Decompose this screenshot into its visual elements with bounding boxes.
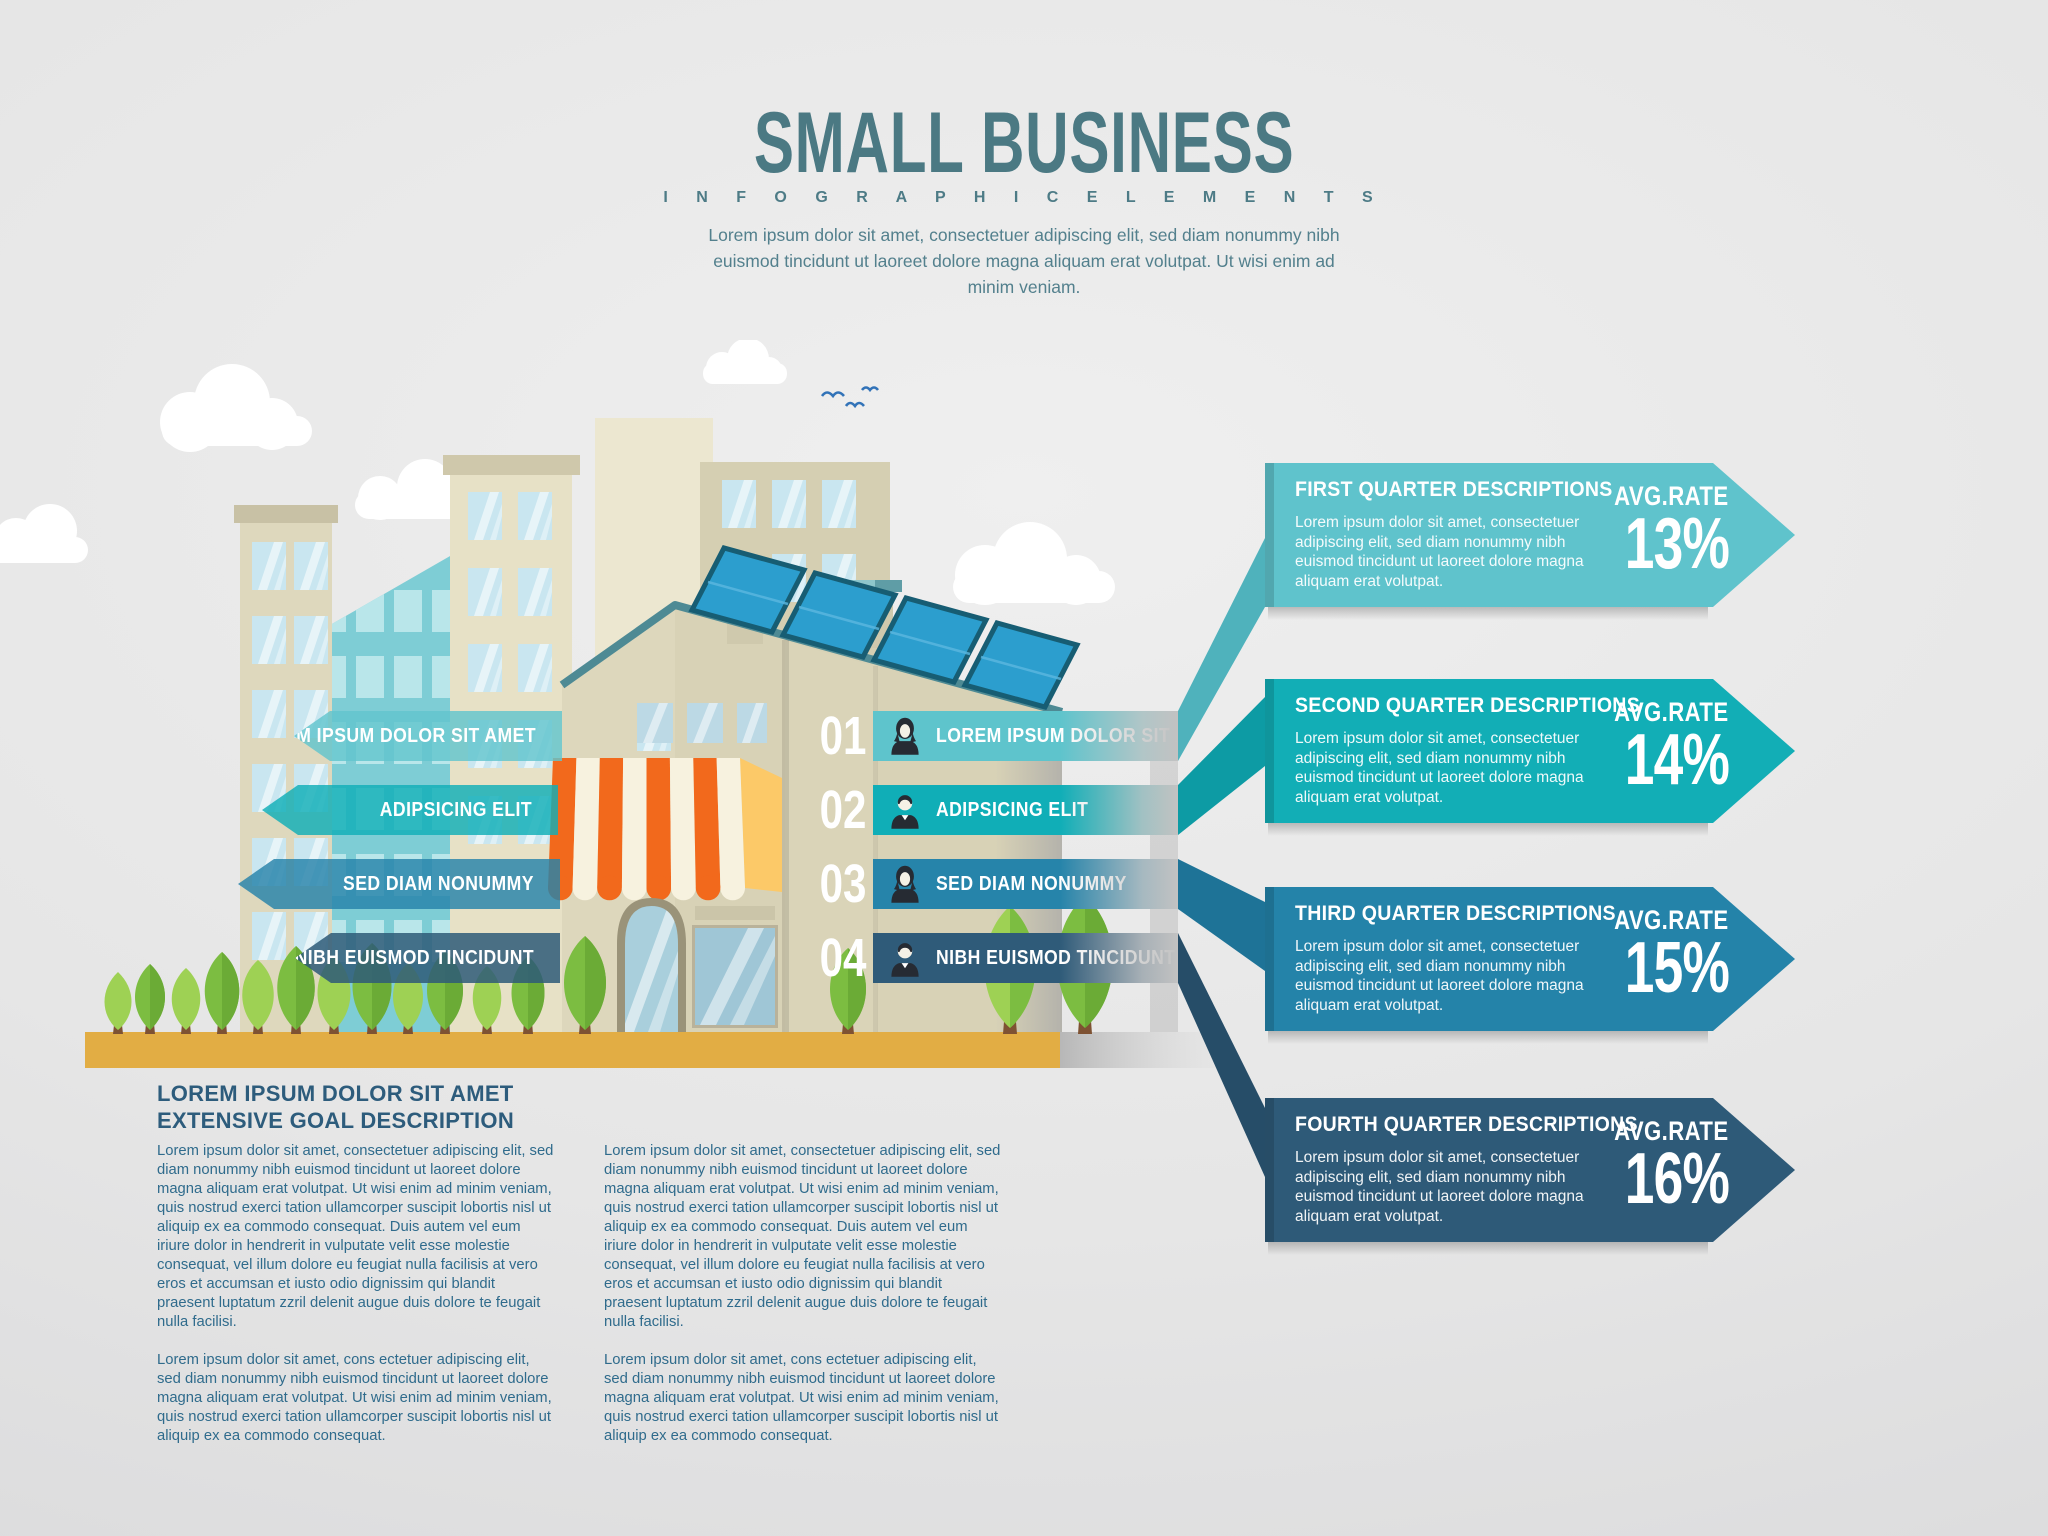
goal-heading: LOREM IPSUM DOLOR SIT AMET EXTENSIVE GOA…	[157, 1081, 515, 1133]
step-number-2: 02	[819, 780, 867, 840]
quarter-banner-1: FIRST QUARTER DESCRIPTIONS Lorem ipsum d…	[1265, 463, 1795, 607]
ground	[85, 1032, 1060, 1068]
banner-shadow	[1268, 1242, 1708, 1255]
rate-value: 14%	[1624, 720, 1730, 800]
banner-shadow	[1268, 1031, 1708, 1044]
goal-paragraph: Lorem ipsum dolor sit amet, consectetuer…	[157, 1143, 554, 1330]
quarter-rate: AVG.RATE 16%	[1614, 1116, 1730, 1219]
store-window	[692, 906, 778, 1028]
quarter-title: SECOND QUARTER DESCRIPTIONS	[1295, 694, 1641, 717]
quarter-body: Lorem ipsum dolor sit amet, consectetuer…	[1295, 938, 1584, 1014]
rate-value: 15%	[1624, 928, 1730, 1008]
quarter-body: Lorem ipsum dolor sit amet, consectetuer…	[1295, 730, 1584, 806]
step-number-3: 03	[819, 854, 867, 914]
ribbon-label-1: LOREM IPSUM DOLOR SIT AMET	[294, 711, 562, 761]
step-bar-1: LOREM IPSUM DOLOR SIT AMET	[873, 711, 1178, 761]
goal-paragraph: Lorem ipsum dolor sit amet, consectetuer…	[604, 1143, 1001, 1330]
goal-paragraph: Lorem ipsum dolor sit amet, cons ectetue…	[157, 1352, 552, 1444]
quarter-title: FIRST QUARTER DESCRIPTIONS	[1295, 478, 1613, 501]
step-number-1: 01	[819, 706, 867, 766]
quarter-title: FOURTH QUARTER DESCRIPTIONS	[1295, 1113, 1638, 1136]
ribbon-label-3: SED DIAM NONUMMY	[238, 859, 560, 909]
person-male-icon	[891, 943, 919, 977]
rate-value: 13%	[1624, 504, 1730, 584]
intro-paragraph: Lorem ipsum dolor sit amet, consectetuer…	[708, 225, 1340, 297]
step-bar-2: ADIPSICING ELIT	[873, 785, 1178, 835]
quarter-title: THIRD QUARTER DESCRIPTIONS	[1295, 902, 1616, 925]
page-title: SMALL BUSINESS	[753, 95, 1295, 191]
goal-column-1: Lorem ipsum dolor sit amet, consectetuer…	[157, 1142, 555, 1465]
store-awning	[548, 758, 782, 901]
ribbon-label-4: NIBH EUISMOD TINCIDUNT	[295, 933, 560, 983]
goal-paragraph: Lorem ipsum dolor sit amet, cons ectetue…	[604, 1352, 999, 1444]
person-female-icon	[891, 717, 919, 755]
step-number-4: 04	[819, 928, 867, 988]
quarter-body: Lorem ipsum dolor sit amet, consectetuer…	[1295, 1149, 1584, 1225]
goal-column-2: Lorem ipsum dolor sit amet, consectetuer…	[604, 1142, 1002, 1465]
store-door	[617, 898, 686, 1032]
solar-panels	[688, 545, 1081, 710]
ribbon-label-2: ADIPSICING ELIT	[262, 785, 558, 835]
step-bar-3: SED DIAM NONUMMY	[873, 859, 1178, 909]
rate-value: 16%	[1624, 1139, 1730, 1219]
person-female-icon	[891, 865, 919, 903]
quarter-rate: AVG.RATE 13%	[1614, 481, 1730, 584]
banner-shadow	[1268, 607, 1708, 620]
person-male-icon	[891, 795, 919, 829]
step-bar-4: NIBH EUISMOD TINCIDUNT	[873, 933, 1178, 983]
ribbon-connectors	[1178, 538, 1265, 1177]
birds-icon	[684, 386, 880, 457]
quarter-rate: AVG.RATE 14%	[1614, 697, 1730, 800]
quarter-banner-4: FOURTH QUARTER DESCRIPTIONS Lorem ipsum …	[1265, 1098, 1795, 1242]
quarter-banner-3: THIRD QUARTER DESCRIPTIONS Lorem ipsum d…	[1265, 887, 1795, 1031]
page-subtitle: I N F O G R A P H I C E L E M E N T S	[663, 189, 1385, 206]
quarter-body: Lorem ipsum dolor sit amet, consectetuer…	[1295, 514, 1584, 590]
quarter-rate: AVG.RATE 15%	[1614, 905, 1730, 1008]
banner-shadow	[1268, 823, 1708, 836]
quarter-banner-2: SECOND QUARTER DESCRIPTIONS Lorem ipsum …	[1265, 679, 1795, 823]
